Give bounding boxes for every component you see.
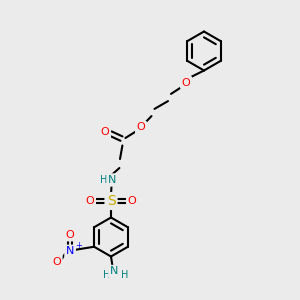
Text: O: O bbox=[85, 196, 94, 206]
Text: O: O bbox=[100, 127, 109, 137]
Text: H: H bbox=[100, 175, 107, 185]
Text: H: H bbox=[103, 269, 110, 280]
Text: N: N bbox=[66, 246, 74, 256]
Text: O: O bbox=[128, 196, 136, 206]
Text: O: O bbox=[66, 230, 74, 240]
Text: N: N bbox=[108, 175, 117, 185]
Text: +: + bbox=[75, 241, 82, 250]
Text: O: O bbox=[182, 77, 190, 88]
Text: H: H bbox=[121, 269, 128, 280]
Text: S: S bbox=[106, 194, 116, 208]
Text: O: O bbox=[136, 122, 146, 133]
Text: O: O bbox=[52, 257, 61, 267]
Text: N: N bbox=[110, 266, 118, 277]
